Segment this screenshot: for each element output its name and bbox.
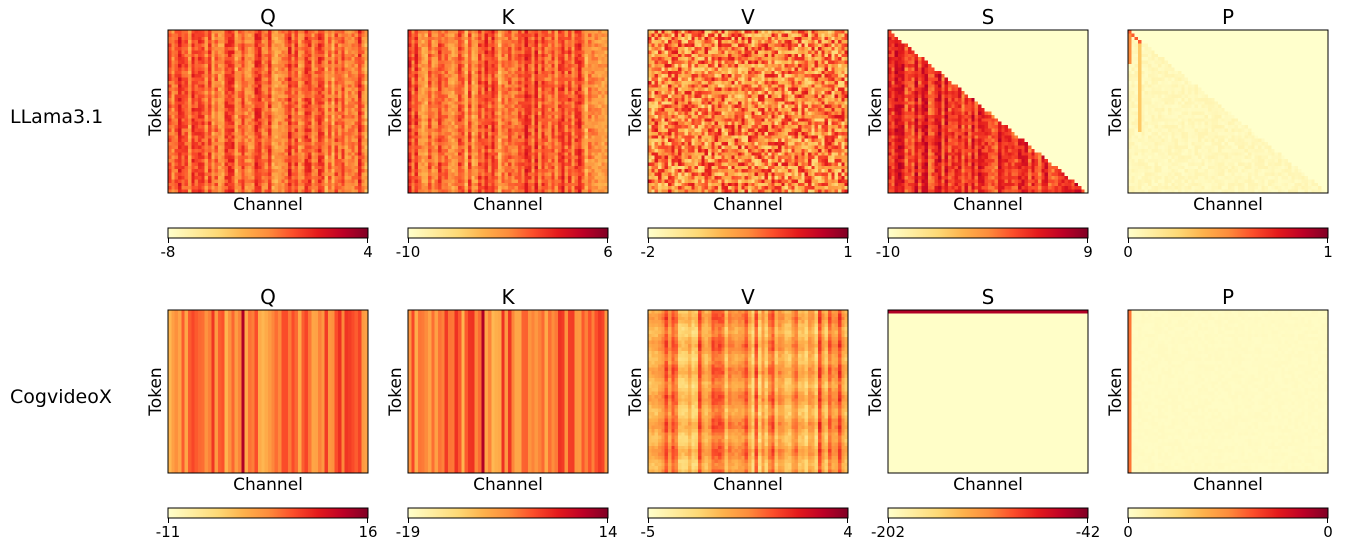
llama-q-title: Q	[260, 5, 276, 29]
figure: QChannelToken-8 4KChannelToken-10 6VChanne…	[0, 0, 1345, 549]
llama-q-heatmap	[168, 30, 369, 194]
